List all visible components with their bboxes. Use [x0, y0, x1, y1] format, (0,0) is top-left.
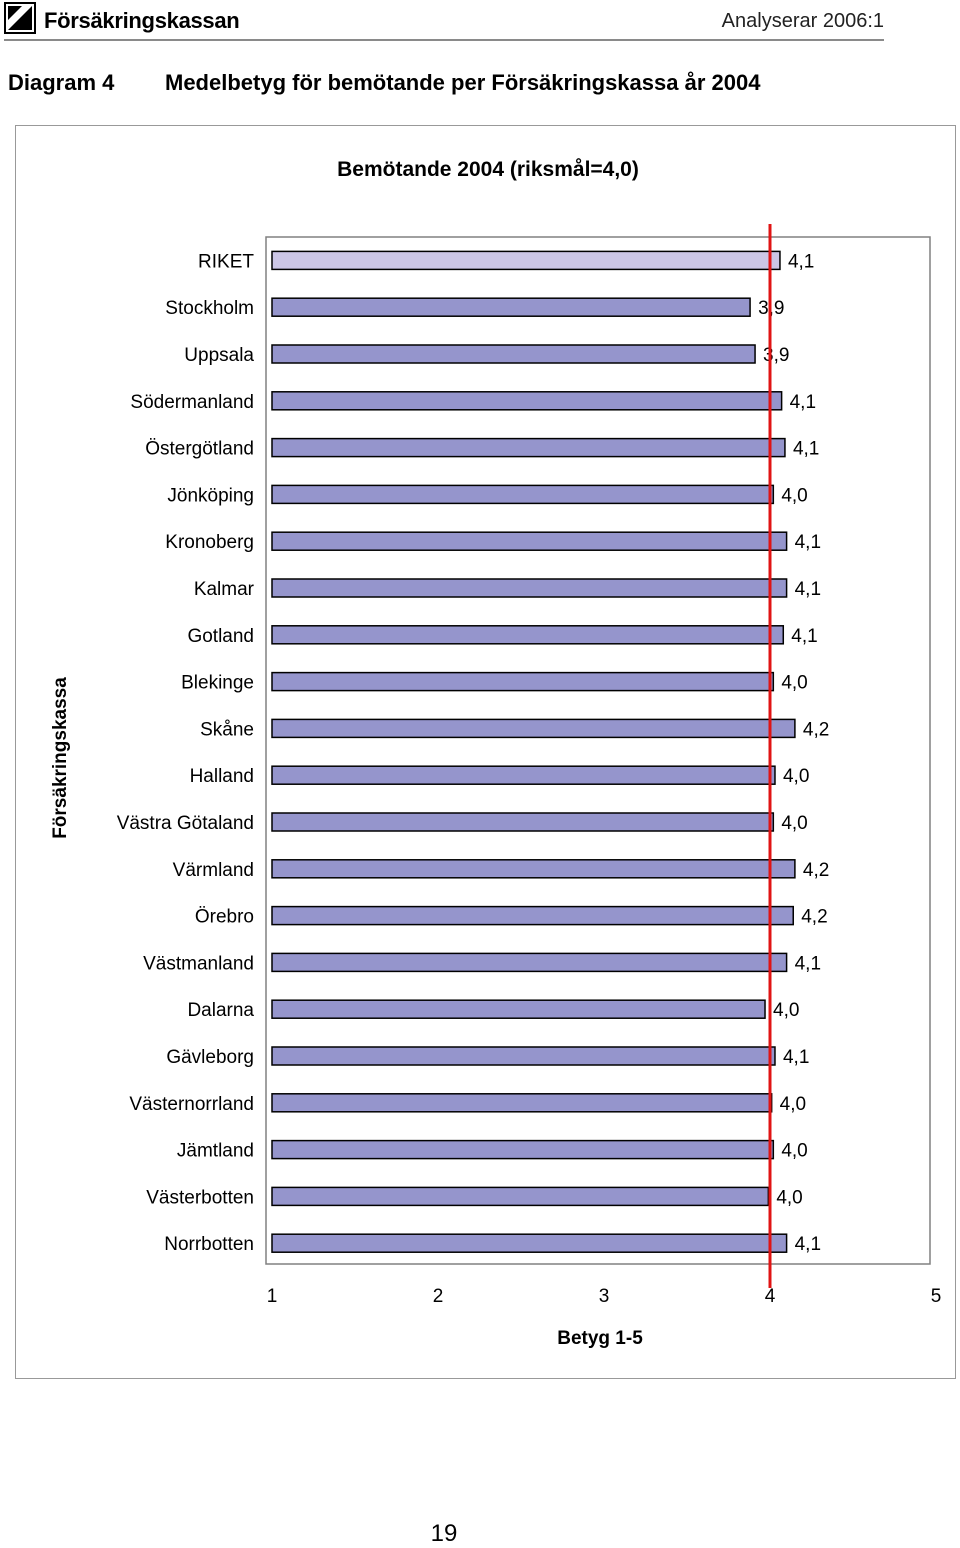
bar-kalmar — [271, 578, 788, 598]
category-label: Västmanland — [143, 953, 254, 974]
bar-blekinge — [271, 671, 775, 692]
x-tick-label: 1 — [267, 1286, 278, 1307]
x-tick-label: 5 — [931, 1286, 942, 1307]
value-label: 4,1 — [791, 626, 817, 647]
bar-uppsala — [271, 344, 756, 364]
bar-chart: Bemötande 2004 (riksmål=4,0) Försäkrings… — [50, 158, 942, 1349]
category-label: Västra Götaland — [117, 813, 254, 834]
category-label: Kronoberg — [165, 532, 254, 553]
value-label: 4,1 — [790, 392, 816, 413]
category-label: Norrbotten — [164, 1234, 254, 1255]
diagram-title: Medelbetyg för bemötande per Försäkrings… — [165, 70, 761, 95]
bar-södermanland — [271, 391, 783, 411]
value-label: 4,2 — [803, 719, 829, 740]
value-label: 4,0 — [781, 1141, 807, 1162]
value-label: 3,9 — [763, 345, 789, 366]
bar-jönköping — [271, 484, 775, 505]
bar-jämtland — [271, 1139, 775, 1160]
chart-title: Bemötande 2004 (riksmål=4,0) — [337, 158, 639, 181]
value-label: 4,0 — [780, 1094, 806, 1115]
bar-västerbotten — [271, 1186, 770, 1207]
chart-frame: Bemötande 2004 (riksmål=4,0) Försäkrings… — [15, 125, 956, 1379]
category-label: Jönköping — [167, 485, 254, 506]
bar-skåne — [271, 718, 796, 739]
category-label: Jämtland — [177, 1141, 254, 1162]
category-label: Västernorrland — [129, 1094, 254, 1115]
value-label: 4,0 — [776, 1187, 802, 1208]
category-label: Örebro — [195, 907, 254, 928]
bar-gävleborg — [271, 1046, 776, 1066]
category-label: Blekinge — [181, 673, 254, 694]
category-label: Gävleborg — [166, 1047, 254, 1068]
category-label: Södermanland — [130, 392, 254, 413]
category-labels-group: RIKET Stockholm Uppsala Södermanland Östergö… — [117, 251, 255, 1255]
bar-värmland — [271, 859, 796, 879]
x-tick-label: 2 — [433, 1286, 444, 1307]
bar-kronoberg — [271, 531, 788, 551]
bar-stockholm — [271, 297, 751, 317]
forsakringskassan-logo-icon — [4, 2, 36, 34]
value-labels-group: 4,13,93,94,14,14,04,14,14,14,04,24,04,04… — [758, 251, 829, 1255]
value-label: 4,2 — [801, 907, 827, 928]
value-label: 4,1 — [795, 1234, 821, 1255]
bars-group — [271, 250, 796, 1253]
category-label: RIKET — [198, 251, 254, 272]
page-header: Försäkringskassan Analyserar 2006:1 — [0, 0, 960, 44]
bar-riket — [271, 250, 781, 271]
bar-östergötland — [271, 437, 786, 458]
category-label: Stockholm — [165, 298, 254, 319]
value-label: 4,0 — [781, 673, 807, 694]
bar-örebro — [271, 905, 794, 926]
value-label: 4,0 — [781, 485, 807, 506]
value-label: 4,1 — [795, 532, 821, 553]
value-label: 4,1 — [795, 953, 821, 974]
page-number: 19 — [430, 1520, 458, 1547]
category-label: Uppsala — [184, 345, 254, 366]
value-label: 4,1 — [783, 1047, 809, 1068]
value-label: 4,0 — [781, 813, 807, 834]
y-axis-label: Försäkringskassa — [50, 677, 71, 839]
brand-name: Försäkringskassan — [44, 8, 240, 33]
category-label: Värmland — [173, 860, 254, 881]
category-label: Skåne — [200, 719, 254, 740]
value-label: 4,0 — [783, 766, 809, 787]
bar-västernorrland — [271, 1093, 773, 1113]
x-axis-label: Betyg 1-5 — [557, 1328, 643, 1349]
category-label: Kalmar — [194, 579, 255, 600]
value-label: 4,1 — [795, 579, 821, 600]
x-tick-labels-group: 1 2 3 4 5 — [267, 1286, 942, 1307]
category-label: Västerbotten — [146, 1187, 254, 1208]
value-label: 4,1 — [788, 251, 814, 272]
bar-västra-götaland — [271, 812, 775, 832]
bar-dalarna — [271, 999, 766, 1019]
header-divider — [4, 39, 884, 41]
x-tick-label: 4 — [765, 1286, 776, 1307]
value-label: 4,0 — [773, 1000, 799, 1021]
x-tick-label: 3 — [599, 1286, 610, 1307]
category-label: Östergötland — [145, 439, 254, 460]
bar-norrbotten — [271, 1233, 788, 1253]
category-label: Dalarna — [187, 1000, 254, 1021]
bar-gotland — [271, 625, 785, 645]
report-title: Analyserar 2006:1 — [721, 10, 884, 32]
value-label: 4,2 — [803, 860, 829, 881]
category-label: Gotland — [187, 626, 254, 647]
value-label: 4,1 — [793, 439, 819, 460]
bar-västmanland — [271, 952, 788, 973]
diagram-number: Diagram 4 — [8, 70, 115, 95]
category-label: Halland — [190, 766, 254, 787]
bar-halland — [271, 765, 776, 785]
